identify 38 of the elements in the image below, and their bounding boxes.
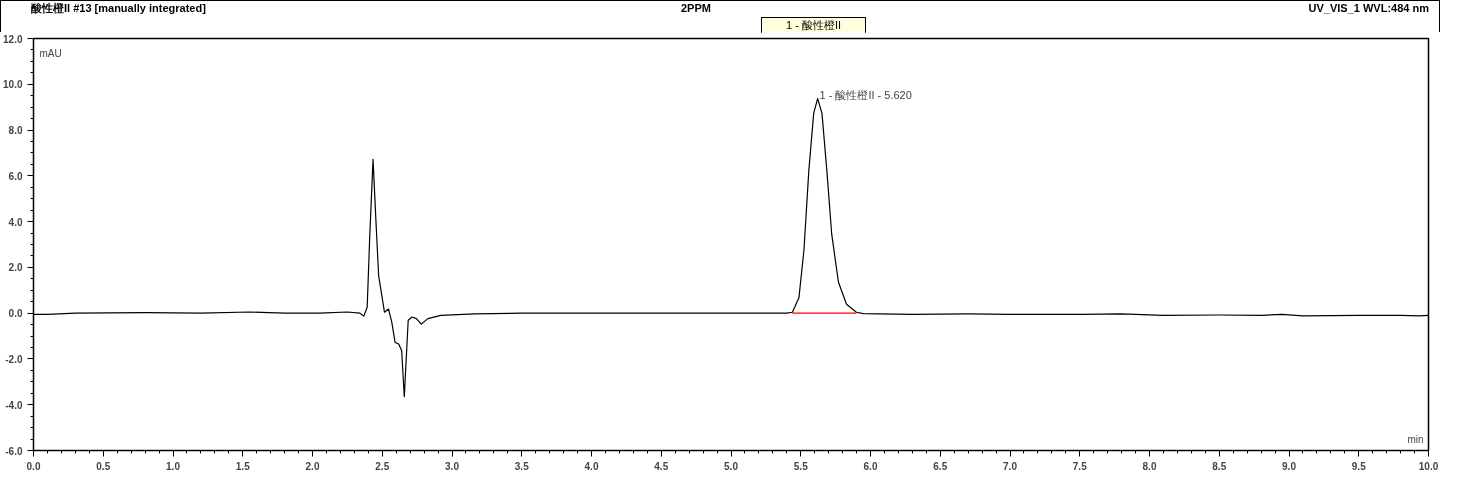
x-tick-label: 5.5 xyxy=(793,460,809,472)
y-tick-label: 10.0 xyxy=(3,79,23,91)
x-tick-label: 0.0 xyxy=(26,460,41,472)
x-tick-label: 7.0 xyxy=(1003,460,1018,472)
annotation: 1 - 酸性橙II - 5.620 xyxy=(819,88,912,101)
x-tick-label: 3.5 xyxy=(514,460,530,472)
x-tick-label: 4.5 xyxy=(654,460,669,472)
x-tick-label: 10.0 xyxy=(1418,460,1439,472)
x-tick-label: 9.5 xyxy=(1351,460,1367,472)
y-axis-title: mAU xyxy=(39,47,62,59)
text: UV_VIS_1 WVL:484 nm xyxy=(1308,1,1429,16)
y-tick-label: 0.0 xyxy=(8,308,23,320)
x-tick-label: 0.5 xyxy=(96,460,111,472)
y-tick-label: 2.0 xyxy=(8,262,23,274)
x-tick-label: 9.0 xyxy=(1282,460,1297,472)
y-tick-label: 12.0 xyxy=(3,33,23,45)
y-tick-label: 4.0 xyxy=(8,216,23,228)
chart-subtitle: 2PPM xyxy=(681,1,711,16)
y-tick-label: 6.0 xyxy=(8,170,23,182)
y-tick-label: 8.0 xyxy=(8,125,23,137)
x-tick-label: 1.5 xyxy=(235,460,251,472)
x-tick-label: 8.0 xyxy=(1142,460,1157,472)
text: 1 - 酸性橙II xyxy=(761,17,866,35)
x-tick-label: 2.5 xyxy=(375,460,390,472)
y-tick-label: -6.0 xyxy=(5,445,23,457)
x-tick-label: 4.0 xyxy=(584,460,599,472)
x-axis-title: min xyxy=(1407,433,1424,445)
x-tick-label: 5.0 xyxy=(724,460,739,472)
x-tick-label: 1.0 xyxy=(166,460,181,472)
y-tick-label: -2.0 xyxy=(5,353,23,365)
x-tick-label: 7.5 xyxy=(1072,460,1088,472)
x-tick-label: 8.5 xyxy=(1212,460,1227,472)
x-tick-label: 6.5 xyxy=(933,460,948,472)
x-tick-label: 2.0 xyxy=(305,460,320,472)
chart-title: 酸性橙II #13 [manually integrated] xyxy=(31,1,206,16)
x-tick-label: 3.0 xyxy=(445,460,460,472)
x-tick-label: 6.0 xyxy=(863,460,878,472)
y-tick-label: -4.0 xyxy=(5,399,23,411)
